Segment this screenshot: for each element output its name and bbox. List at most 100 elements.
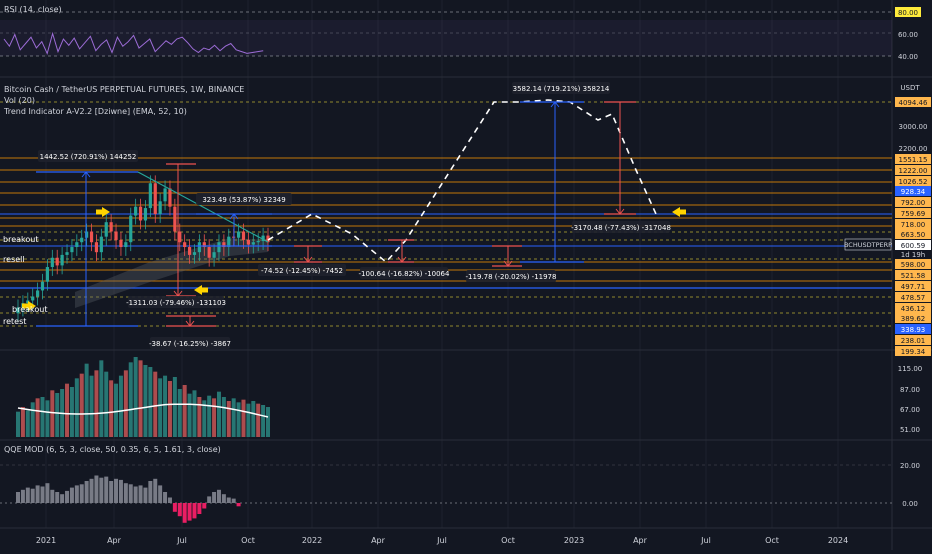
candle-body bbox=[124, 242, 128, 248]
volume-bar bbox=[45, 400, 50, 437]
price-label: 663.50 bbox=[901, 231, 926, 239]
measure-label-bg bbox=[572, 221, 670, 233]
candle-body bbox=[104, 222, 108, 237]
time-label: 2024 bbox=[828, 536, 848, 545]
symbol-title[interactable]: Bitcoin Cash / TetherUS PERPETUAL FUTURE… bbox=[4, 85, 244, 94]
volume-bar bbox=[177, 389, 182, 437]
volume-bar bbox=[221, 397, 226, 437]
time-label: Apr bbox=[371, 536, 386, 545]
measure-label-bg bbox=[128, 296, 224, 308]
candle-body bbox=[236, 231, 241, 238]
candle-body bbox=[261, 235, 265, 242]
resell-label: resell bbox=[3, 255, 25, 264]
measure-arrowhead bbox=[615, 208, 625, 215]
volume-bar bbox=[35, 398, 40, 437]
measure-label: -3170.48 (-77.43%) -317048 bbox=[571, 224, 671, 232]
qqe-bar bbox=[118, 479, 123, 503]
price-label: 238.01 bbox=[901, 337, 926, 345]
qqe-bar bbox=[192, 503, 197, 519]
price-label: 759.69 bbox=[901, 210, 926, 218]
price-label-bg bbox=[895, 303, 931, 313]
chart-labels: breakout resell breakout retest bbox=[3, 235, 47, 326]
volume-bar bbox=[226, 401, 231, 437]
time-axis[interactable]: 2021 Apr Jul Oct 2022 Apr Jul Oct 2023 Apr Jul Oct 2… bbox=[36, 536, 848, 545]
qqe-bar bbox=[167, 497, 172, 503]
qqe-bar bbox=[89, 478, 94, 503]
qqe-axis-label: 0.00 bbox=[902, 500, 918, 508]
rsi-axis[interactable]: 80.00 60.00 40.00 bbox=[895, 7, 921, 61]
price-label-bg bbox=[895, 324, 931, 334]
qqe-axis[interactable]: 20.00 0.00 bbox=[900, 462, 920, 508]
qqe-bar bbox=[148, 481, 153, 503]
volume-bar bbox=[212, 398, 217, 437]
qqe-bar bbox=[55, 492, 60, 503]
qqe-bar bbox=[187, 503, 192, 521]
volume-bar bbox=[69, 387, 74, 437]
qqe-bar bbox=[25, 487, 30, 503]
volume-bar bbox=[79, 373, 84, 437]
retest-label: retest bbox=[3, 317, 26, 326]
measure-label: 1442.52 (720.91%) 144252 bbox=[40, 153, 137, 161]
qqe-bar bbox=[143, 487, 148, 503]
volume-bar bbox=[40, 397, 45, 437]
candle-body bbox=[26, 300, 30, 304]
volume-bar bbox=[256, 403, 261, 437]
candle-body bbox=[55, 257, 59, 266]
price-label: 4094.46 bbox=[899, 99, 928, 107]
volume-bar bbox=[261, 405, 266, 437]
volume-legend[interactable]: Vol (20) bbox=[4, 96, 35, 105]
rsi-line bbox=[3, 31, 264, 55]
volume-bar bbox=[65, 383, 70, 437]
qqe-bar bbox=[182, 503, 187, 523]
qqe-bar bbox=[109, 481, 114, 503]
horizontal-levels bbox=[0, 101, 892, 327]
price-label: 389.62 bbox=[901, 315, 926, 323]
price-label: 3000.00 bbox=[899, 123, 928, 131]
price-label: 1551.15 bbox=[899, 156, 928, 164]
trend-indicator-legend[interactable]: Trend Indicator A-V2.2 [Dziwne] (EMA, 52… bbox=[3, 107, 187, 116]
price-label-bg bbox=[895, 270, 931, 280]
candle-body bbox=[246, 239, 250, 245]
qqe-bar bbox=[226, 497, 231, 503]
price-label-bg bbox=[895, 229, 931, 239]
qqe-bar bbox=[69, 487, 74, 503]
volume-bar bbox=[216, 391, 221, 437]
qqe-bars bbox=[16, 475, 241, 523]
symbol-tag[interactable]: BCHUSDTPERP bbox=[844, 238, 892, 251]
volume-bar bbox=[158, 378, 163, 437]
qqe-bar bbox=[133, 486, 138, 503]
qqe-bar bbox=[60, 494, 65, 503]
qqe-bar bbox=[20, 489, 25, 503]
candle-body bbox=[158, 201, 162, 214]
volume-bar bbox=[123, 370, 128, 437]
candle-body bbox=[60, 254, 64, 266]
price-label: 199.34 bbox=[901, 348, 926, 356]
measure-label: -38.67 (-16.25%) -3867 bbox=[149, 340, 231, 348]
qqe-bar bbox=[207, 496, 212, 503]
marker-arrow-icon bbox=[28, 301, 36, 311]
measure-arrowhead bbox=[185, 320, 195, 327]
candle-body bbox=[138, 206, 143, 221]
volume-bar bbox=[207, 395, 212, 437]
measure-arrowhead bbox=[397, 256, 407, 263]
volume-bar bbox=[266, 407, 270, 437]
volume-bar bbox=[20, 407, 25, 437]
qqe-bar bbox=[153, 478, 158, 503]
volume-axis[interactable]: 115.00 87.00 67.00 51.00 bbox=[898, 365, 923, 434]
price-label: 600.59 bbox=[901, 242, 926, 250]
price-label-bg bbox=[895, 292, 931, 302]
price-axis[interactable]: USDT 4094.46 3000.00 2200.00 1551.15 1222.00… bbox=[895, 84, 931, 356]
candles bbox=[16, 175, 270, 323]
measure-label: 3582.14 (719.21%) 358214 bbox=[513, 85, 610, 93]
volume-axis-label: 115.00 bbox=[898, 365, 923, 373]
breakout-label: breakout bbox=[3, 235, 38, 244]
time-label: 2023 bbox=[564, 536, 584, 545]
price-label-bg bbox=[895, 97, 931, 107]
time-label: 2021 bbox=[36, 536, 56, 545]
candle-body bbox=[173, 206, 177, 232]
volume-bar bbox=[114, 383, 119, 437]
candle-body bbox=[40, 281, 45, 291]
time-label: Jul bbox=[700, 536, 711, 545]
